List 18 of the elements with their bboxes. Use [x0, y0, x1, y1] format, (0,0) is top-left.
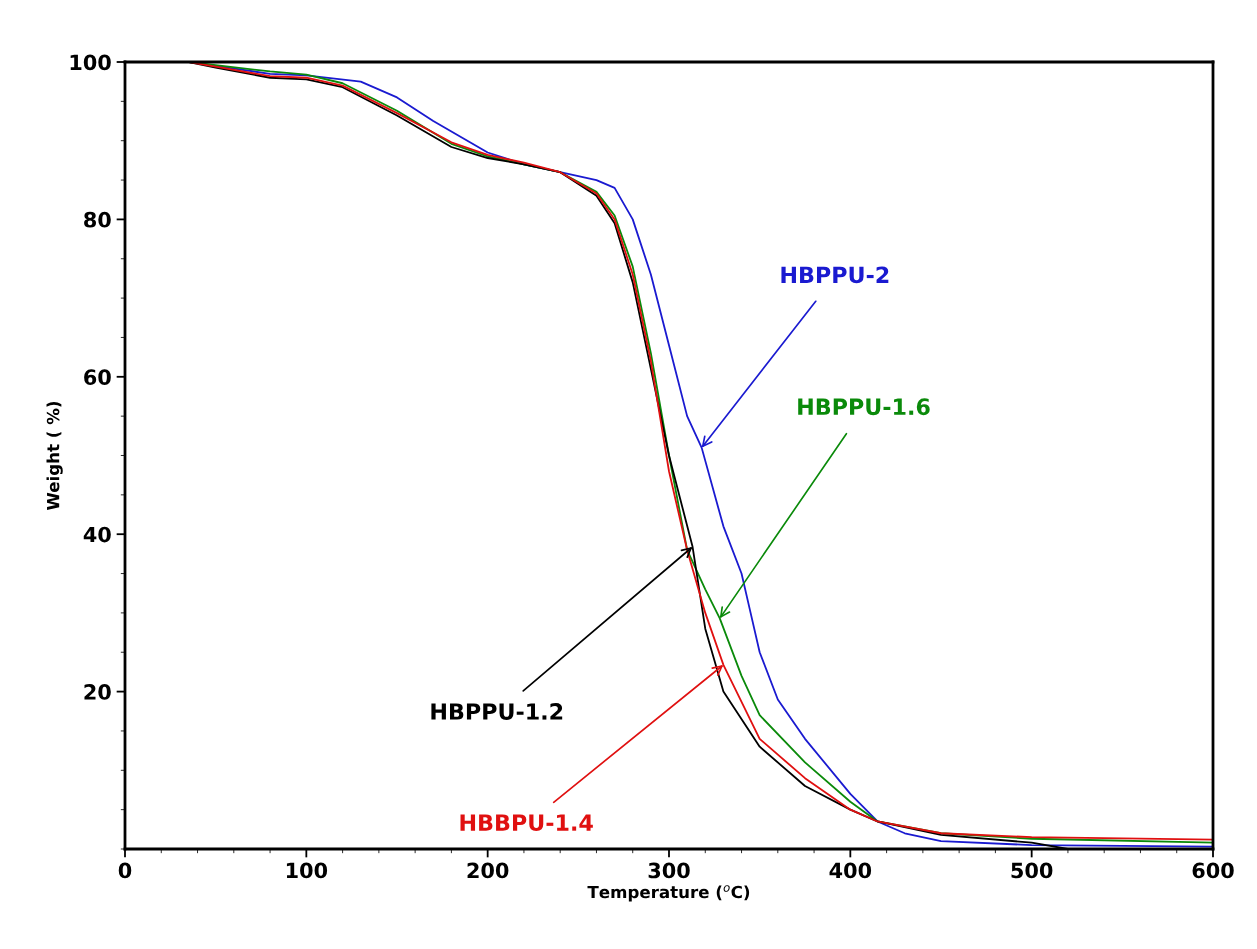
y-tick-label: 100: [70, 54, 111, 71]
annotation: HBBPU-1.4: [460, 814, 593, 832]
x-tick-label: 400: [829, 862, 872, 879]
x-tick-label: 500: [1011, 862, 1053, 879]
x-tick-label: 100: [286, 862, 328, 879]
x-axis-title: Temperature ($^{o}$C): [587, 885, 750, 902]
x-tick-label: 600: [1192, 862, 1234, 879]
x-tick-label: 0: [118, 862, 132, 879]
annotation: HBPPU-1.6: [798, 398, 930, 416]
annotation: HBPPU-2: [781, 266, 889, 284]
x-tick-label: 200: [467, 862, 509, 879]
y-tick-label: 80: [84, 211, 111, 228]
y-axis-title: Weight ( %): [46, 401, 63, 511]
y-tick-label: 60: [84, 369, 111, 386]
x-tick-label: 300: [648, 862, 690, 879]
annotation: HBPPU-1.2: [431, 703, 563, 720]
y-tick-label: 20: [84, 684, 111, 700]
y-tick-label: 40: [83, 526, 111, 543]
